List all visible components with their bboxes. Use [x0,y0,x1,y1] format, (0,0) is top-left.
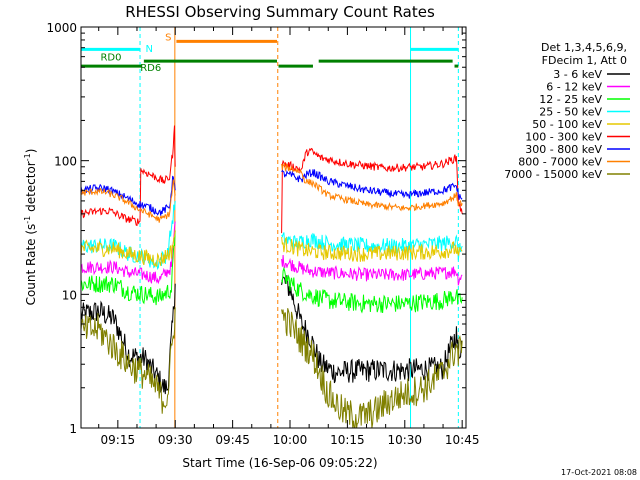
legend-label-1: 6 - 12 keV [546,81,602,94]
legend: Det 1,3,4,5,6,9, FDecim 1, Att 0 3 - 6 k… [504,41,630,181]
series-line-5-segment-1 [281,147,463,234]
x-tick-label-5: 10:30 [387,433,422,447]
legend-label-5: 100 - 300 keV [525,131,602,144]
y-tick-label-1: 10 [62,288,77,302]
legend-header-line-1: Det 1,3,4,5,6,9, [541,41,627,54]
x-tick-label-3: 10:00 [273,433,308,447]
flag-label-1: N [145,44,152,55]
series-group [80,125,463,429]
flag-group: RD0 N S RD6 [81,33,459,74]
x-tick-label-2: 09:45 [215,433,250,447]
y-axis-label-sup2: -1 [23,153,32,161]
x-tick-label-6: 10:45 [445,433,480,447]
series-line-8-segment-0 [80,307,176,414]
legend-header-line-2: FDecim 1, Att 0 [542,54,627,67]
series-line-4-segment-0 [80,230,176,268]
series-line-2-segment-1 [281,266,463,314]
y-axis-label-sup1: -1 [23,216,32,224]
legend-label-7: 800 - 7000 keV [518,156,602,169]
series-line-4-segment-1 [281,236,463,262]
x-tick-label-0: 09:15 [101,433,136,447]
series-line-8-segment-1 [281,308,463,429]
series-line-3-segment-1 [281,232,463,261]
legend-label-2: 12 - 25 keV [539,93,602,106]
series-line-0-segment-0 [80,283,176,395]
flag-label-0: RD0 [100,53,121,64]
y-axis-label-mid: detector [24,161,38,216]
series-line-5-segment-0 [80,125,176,227]
x-tick-label-1: 09:30 [158,433,193,447]
legend-label-0: 3 - 6 keV [553,68,602,81]
y-tick-label-2: 100 [54,155,77,169]
generation-timestamp: 17-Oct-2021 08:08 [561,468,637,477]
series-line-2-segment-0 [80,230,176,306]
flag-label-2: S [165,33,171,44]
series-line-7-segment-1 [281,162,463,212]
y-tick-label-3: 1000 [46,21,77,35]
series-line-6-segment-0 [80,175,176,216]
y-tick-label-0: 1 [69,422,77,436]
series-line-1-segment-0 [80,221,176,285]
y-axis-label-end: ) [24,149,38,154]
series-line-6-segment-1 [281,169,463,200]
legend-label-3: 25 - 50 keV [539,106,602,119]
x-axis-label: Start Time (16-Sep-06 09:05:22) [182,456,377,470]
series-line-7-segment-0 [80,179,176,223]
chart-title: RHESSI Observing Summary Count Rates [125,3,435,21]
plot-frame [80,26,467,429]
y-axis-label: Count Rate (s-1 detector-1) [23,149,38,306]
legend-label-4: 50 - 100 keV [532,118,602,131]
axes-group: 09:15 09:30 09:45 10:00 10:15 10:30 10:45 1 10 10… [46,21,479,447]
series-line-1-segment-1 [281,254,463,286]
y-axis-label-main: Count Rate (s [24,224,38,306]
legend-label-8: 7000 - 15000 keV [504,168,602,181]
flag-label-3: RD6 [140,63,161,74]
x-tick-label-4: 10:15 [330,433,365,447]
legend-label-6: 300 - 800 keV [525,143,602,156]
